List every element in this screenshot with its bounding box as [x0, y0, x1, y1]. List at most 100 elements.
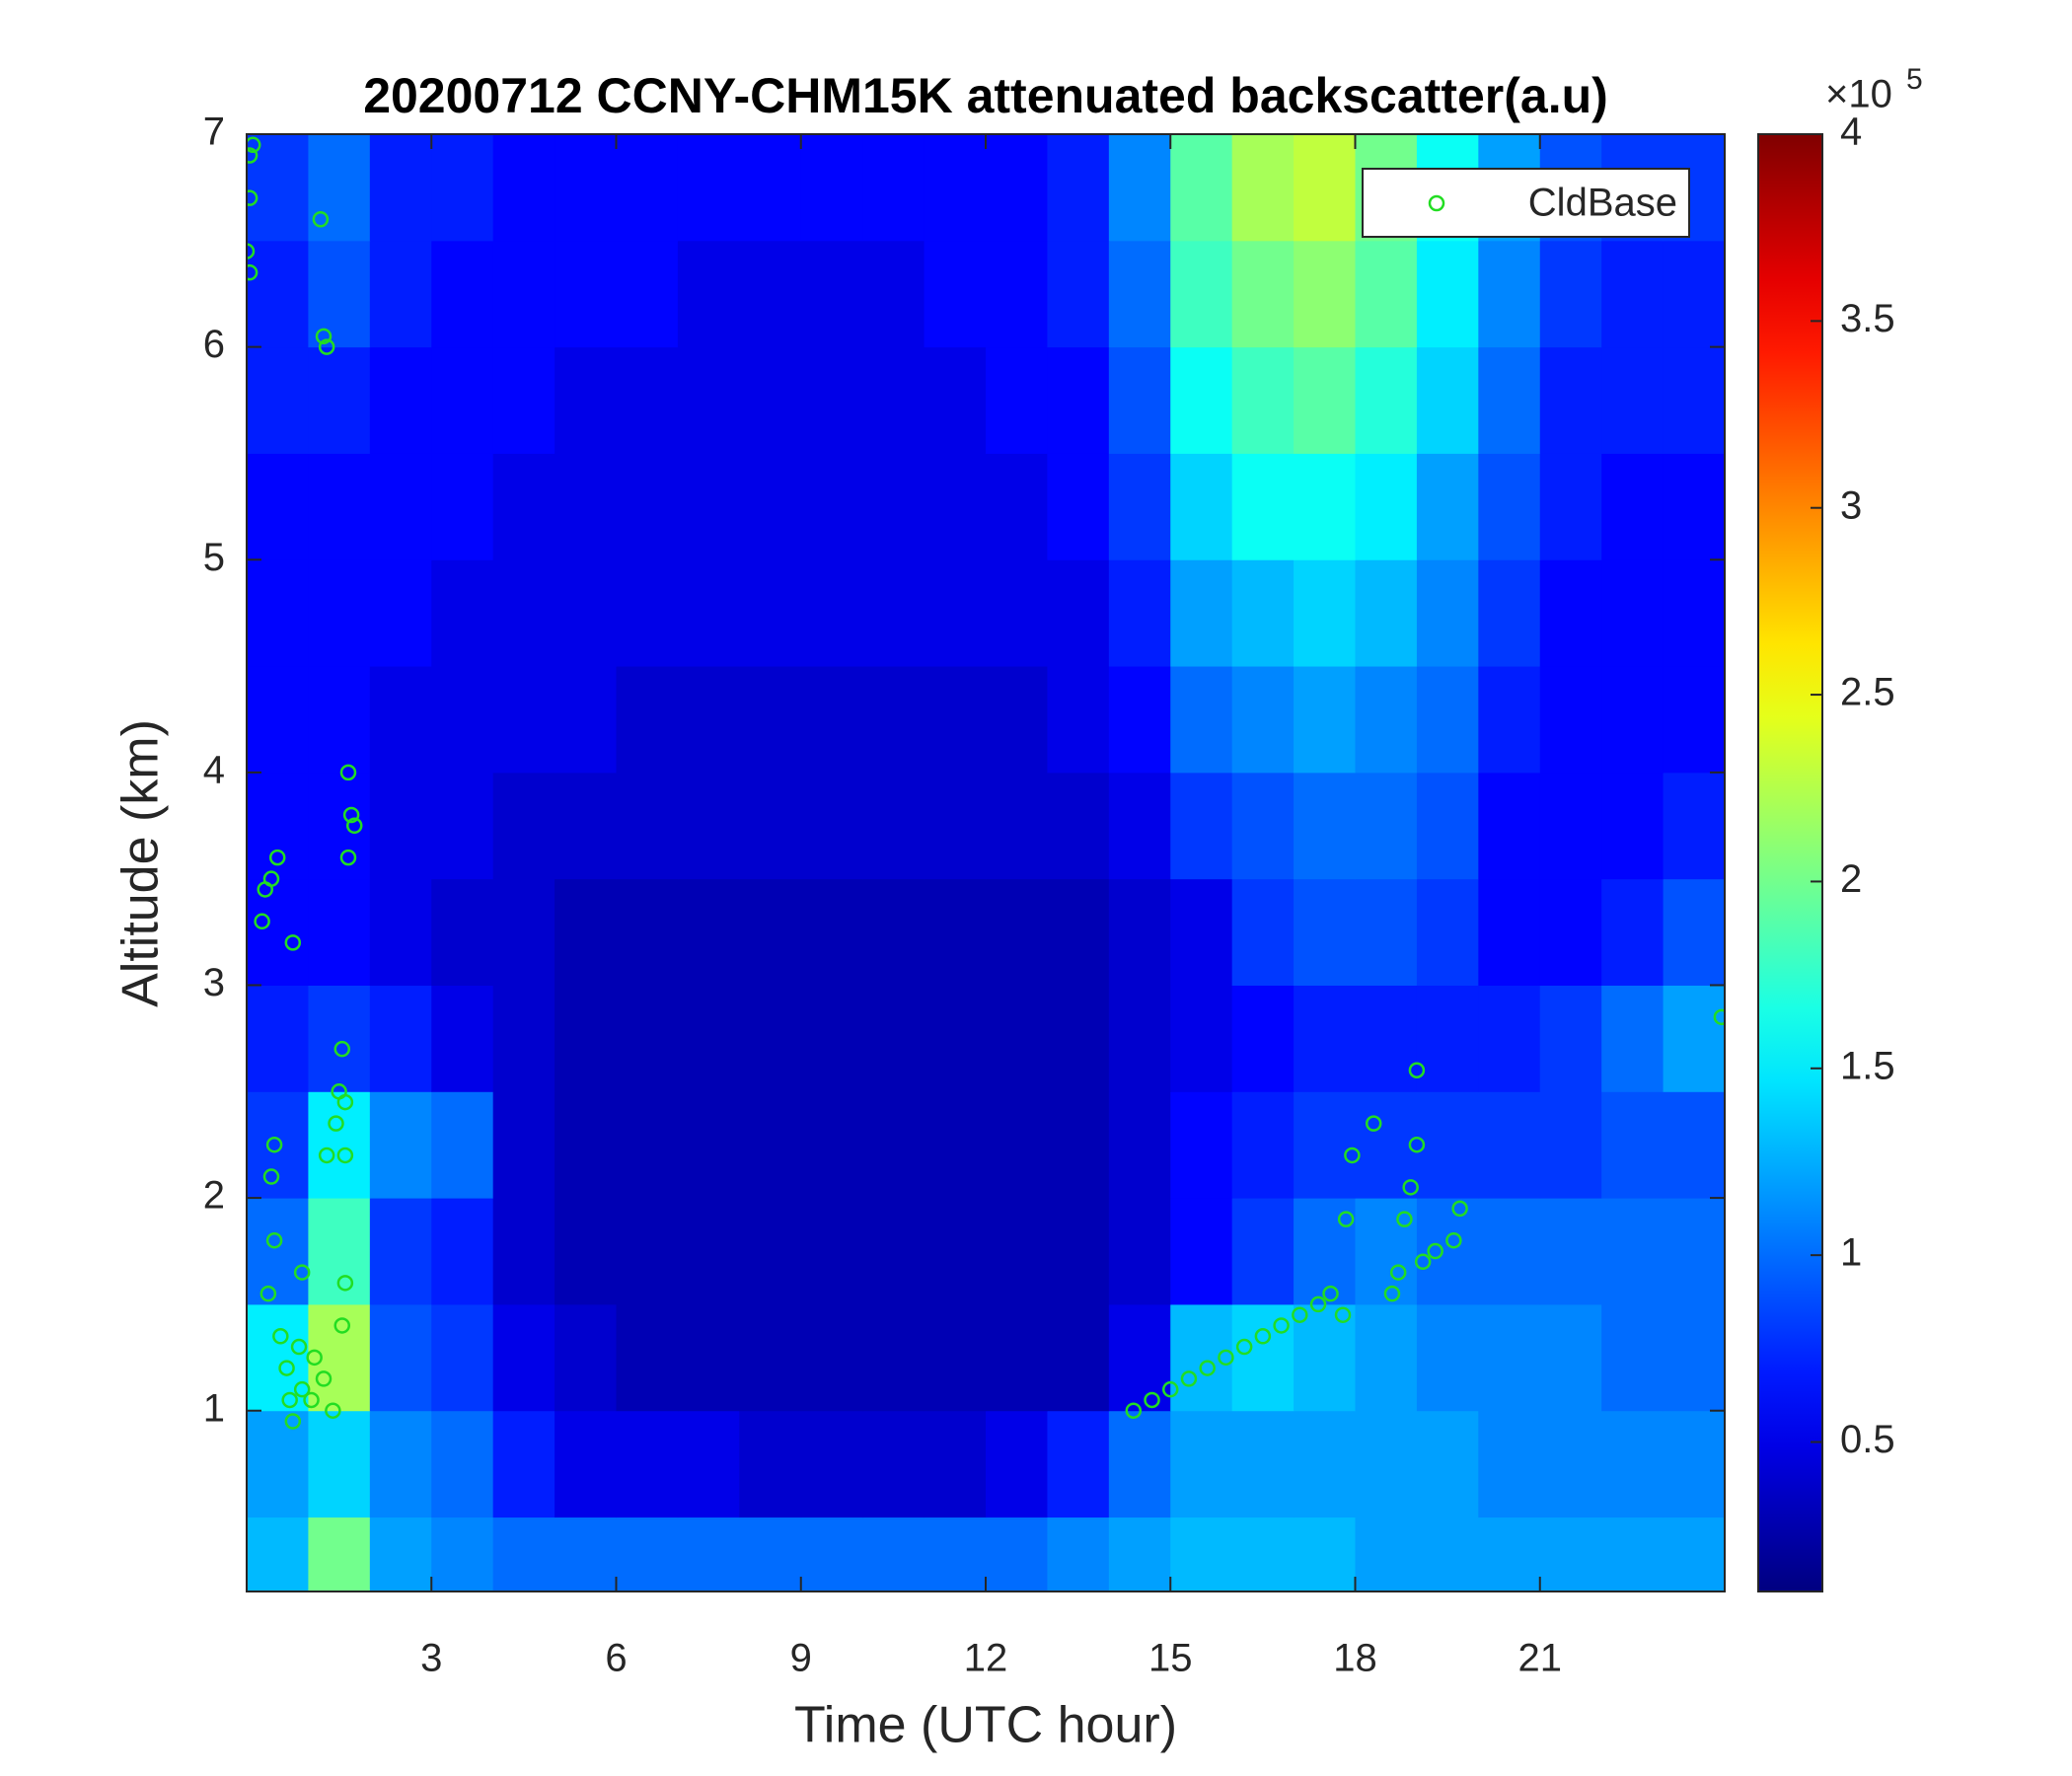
heat-cell	[431, 1198, 494, 1305]
heat-cell	[1663, 772, 1725, 880]
heat-cell	[1355, 1410, 1418, 1518]
heat-cell	[924, 666, 987, 774]
heat-cell	[1355, 666, 1418, 774]
heat-cell	[247, 1410, 309, 1518]
cloud-base-point	[262, 870, 280, 887]
heat-cell	[986, 1091, 1048, 1199]
heat-cell	[1231, 559, 1295, 667]
heat-cell	[924, 453, 987, 560]
heat-cell	[492, 878, 555, 986]
heat-cell	[924, 772, 987, 880]
heat-cell	[800, 1303, 863, 1412]
heat-cell	[1416, 985, 1479, 1092]
scatter-layer	[247, 136, 1725, 1430]
heat-cell	[1047, 878, 1110, 986]
heat-cell	[1355, 559, 1418, 667]
heat-cell	[369, 666, 432, 774]
heat-cell	[492, 346, 555, 454]
y-tick-label: 1	[203, 1386, 225, 1430]
heat-cell	[739, 346, 802, 454]
cloud-base-point	[1337, 1211, 1355, 1227]
heat-cell	[616, 1517, 679, 1591]
heat-cell	[1047, 666, 1110, 774]
cloud-base-point	[247, 189, 259, 206]
cloud-base-point	[1451, 1200, 1468, 1218]
heat-cell	[247, 1198, 309, 1305]
heat-cell	[800, 1198, 863, 1305]
heat-cell	[555, 559, 617, 667]
heat-cell	[800, 878, 863, 986]
cloud-base-point	[268, 849, 286, 866]
cloud-base-point	[284, 1413, 302, 1430]
heat-cell	[369, 1303, 432, 1412]
colorbar	[1757, 133, 1823, 1592]
heat-cell	[555, 666, 617, 774]
heat-cell	[1231, 1517, 1295, 1591]
heat-cell	[247, 559, 309, 667]
heat-cell	[924, 1517, 987, 1591]
heat-cell	[1108, 1198, 1171, 1305]
heat-cell	[1539, 985, 1602, 1092]
x-tick-label: 21	[1518, 1637, 1563, 1680]
cloud-base-point	[1180, 1370, 1198, 1387]
heat-cell	[1047, 1517, 1110, 1591]
cloud-base-point	[1125, 1402, 1143, 1419]
heat-cell	[369, 240, 432, 348]
heatmap	[247, 134, 1725, 1591]
cloud-base-point	[1344, 1147, 1361, 1164]
heat-cell	[739, 772, 802, 880]
colorbar-tick-label: 4	[1840, 111, 1862, 154]
heat-cell	[616, 1303, 679, 1412]
heat-cell	[1355, 1517, 1418, 1591]
heat-cell	[492, 240, 555, 348]
heat-cell	[247, 346, 309, 454]
heat-cell	[1231, 1303, 1295, 1412]
y-tick-label: 3	[203, 961, 225, 1004]
heat-cell	[492, 134, 555, 242]
heat-cell	[1539, 1517, 1602, 1591]
heat-cell	[492, 1517, 555, 1591]
cloud-base-point	[333, 1317, 350, 1334]
heat-cell	[369, 878, 432, 986]
heat-cell	[1539, 878, 1602, 986]
heat-cell	[1108, 559, 1171, 667]
heat-cell	[431, 1091, 494, 1199]
cloud-base-point	[247, 243, 256, 259]
heat-cell	[492, 559, 555, 667]
heat-cell	[1601, 453, 1665, 560]
cloud-base-point	[1334, 1306, 1352, 1323]
heat-cell	[1663, 346, 1725, 454]
heat-cell	[986, 1303, 1048, 1412]
heat-cell	[1601, 346, 1665, 454]
colorbar-tick-label: 2	[1840, 857, 1862, 901]
heat-cell	[986, 878, 1048, 986]
heat-cell	[616, 878, 679, 986]
heat-cell	[1294, 240, 1356, 348]
heat-cell	[1416, 1303, 1479, 1412]
heat-cell	[1663, 453, 1725, 560]
heat-cell	[862, 346, 925, 454]
heat-cell	[1047, 772, 1110, 880]
heat-cell	[308, 1303, 371, 1412]
heat-cell	[800, 1410, 863, 1518]
heat-cell	[369, 134, 432, 242]
cloud-base-point	[262, 1168, 280, 1185]
chart-title: 20200712 CCNY-CHM15K attenuated backscat…	[363, 68, 1608, 123]
heat-cell	[677, 1303, 740, 1412]
cloud-base-point	[278, 1360, 295, 1376]
heat-cell	[924, 878, 987, 986]
cloud-base-point	[1445, 1231, 1462, 1249]
heat-cell	[1663, 985, 1725, 1092]
heat-cell	[1416, 1091, 1479, 1199]
heat-cell	[1663, 666, 1725, 774]
heat-cell	[1601, 1091, 1665, 1199]
heat-cell	[800, 985, 863, 1092]
cloud-base-point	[339, 764, 357, 781]
cloud-base-point	[247, 136, 261, 154]
heat-cell	[1539, 1303, 1602, 1412]
heat-cell	[1416, 1198, 1479, 1305]
heat-cell	[1601, 1303, 1665, 1412]
y-tick-label: 4	[203, 748, 225, 791]
heat-cell	[677, 878, 740, 986]
